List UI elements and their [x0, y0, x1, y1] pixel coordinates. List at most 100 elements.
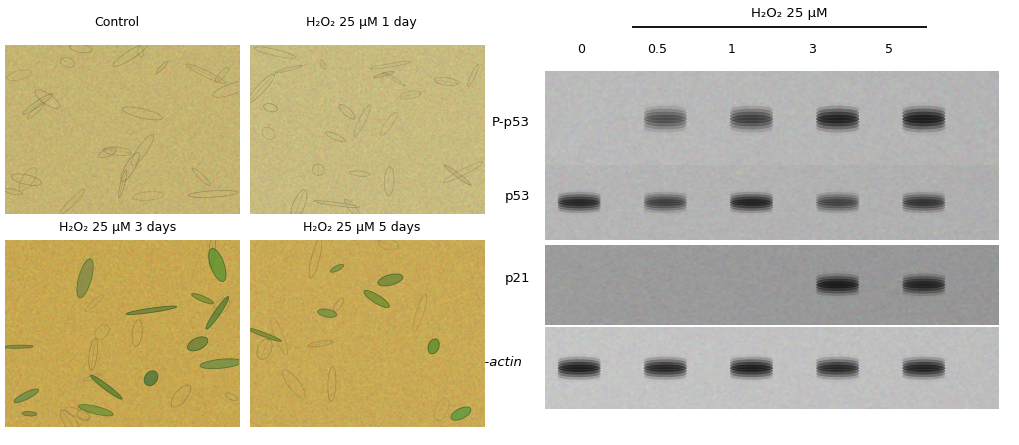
Ellipse shape	[816, 105, 859, 114]
Ellipse shape	[730, 359, 773, 367]
Ellipse shape	[557, 194, 601, 201]
Ellipse shape	[730, 124, 773, 133]
Ellipse shape	[902, 372, 946, 380]
Ellipse shape	[644, 194, 687, 201]
Ellipse shape	[816, 289, 859, 296]
Ellipse shape	[644, 112, 687, 120]
Ellipse shape	[816, 370, 859, 377]
Ellipse shape	[902, 284, 946, 291]
Ellipse shape	[816, 194, 859, 201]
Ellipse shape	[451, 407, 471, 420]
Ellipse shape	[816, 197, 859, 203]
Text: 1: 1	[728, 43, 736, 56]
Ellipse shape	[902, 197, 946, 203]
Ellipse shape	[730, 204, 773, 210]
Ellipse shape	[730, 121, 773, 129]
Ellipse shape	[816, 362, 859, 369]
Ellipse shape	[816, 279, 859, 286]
Ellipse shape	[644, 105, 687, 114]
Ellipse shape	[644, 370, 687, 377]
Ellipse shape	[557, 204, 601, 210]
Ellipse shape	[902, 206, 946, 213]
Text: p53: p53	[504, 190, 530, 203]
Ellipse shape	[557, 356, 601, 364]
Ellipse shape	[428, 339, 439, 354]
Ellipse shape	[816, 204, 859, 210]
Ellipse shape	[902, 370, 946, 377]
Ellipse shape	[730, 197, 773, 203]
Ellipse shape	[91, 375, 122, 399]
Ellipse shape	[126, 306, 176, 315]
Ellipse shape	[730, 115, 773, 123]
Ellipse shape	[902, 118, 946, 126]
Ellipse shape	[644, 109, 687, 117]
Ellipse shape	[816, 356, 859, 364]
Ellipse shape	[816, 121, 859, 129]
Ellipse shape	[330, 264, 343, 272]
Ellipse shape	[644, 197, 687, 203]
Ellipse shape	[200, 359, 243, 368]
Ellipse shape	[644, 362, 687, 369]
Ellipse shape	[816, 372, 859, 380]
Ellipse shape	[557, 359, 601, 367]
Ellipse shape	[644, 204, 687, 210]
Ellipse shape	[14, 389, 39, 403]
Ellipse shape	[902, 276, 946, 283]
Ellipse shape	[902, 279, 946, 286]
Ellipse shape	[902, 199, 946, 206]
Ellipse shape	[78, 405, 113, 416]
Ellipse shape	[902, 367, 946, 375]
Text: H₂O₂ 25 μM 1 day: H₂O₂ 25 μM 1 day	[307, 16, 417, 29]
Ellipse shape	[902, 362, 946, 369]
Text: Control: Control	[95, 16, 140, 29]
Ellipse shape	[557, 197, 601, 203]
Ellipse shape	[902, 356, 946, 364]
Ellipse shape	[816, 199, 859, 206]
Ellipse shape	[22, 412, 37, 416]
Ellipse shape	[816, 192, 859, 198]
Ellipse shape	[816, 284, 859, 291]
Ellipse shape	[644, 121, 687, 129]
Ellipse shape	[816, 109, 859, 117]
Ellipse shape	[816, 364, 859, 372]
Ellipse shape	[730, 367, 773, 375]
Ellipse shape	[816, 281, 859, 288]
Ellipse shape	[557, 199, 601, 206]
Ellipse shape	[816, 359, 859, 367]
Ellipse shape	[902, 281, 946, 288]
Ellipse shape	[187, 337, 208, 351]
Ellipse shape	[644, 199, 687, 206]
Ellipse shape	[378, 274, 403, 286]
Ellipse shape	[902, 121, 946, 129]
Ellipse shape	[730, 105, 773, 114]
Ellipse shape	[730, 194, 773, 201]
Ellipse shape	[557, 206, 601, 213]
Ellipse shape	[644, 192, 687, 198]
Ellipse shape	[557, 372, 601, 380]
Ellipse shape	[902, 364, 946, 372]
Ellipse shape	[902, 274, 946, 281]
Text: 3: 3	[808, 43, 816, 56]
Ellipse shape	[816, 202, 859, 208]
Ellipse shape	[902, 109, 946, 117]
Ellipse shape	[730, 370, 773, 377]
Ellipse shape	[557, 364, 601, 372]
Ellipse shape	[816, 276, 859, 283]
Ellipse shape	[644, 356, 687, 364]
Ellipse shape	[816, 118, 859, 126]
Ellipse shape	[902, 202, 946, 208]
Ellipse shape	[816, 367, 859, 375]
Ellipse shape	[902, 194, 946, 201]
Ellipse shape	[318, 309, 336, 317]
Text: P-p53: P-p53	[492, 116, 530, 129]
Ellipse shape	[902, 115, 946, 123]
Ellipse shape	[644, 364, 687, 372]
Ellipse shape	[644, 118, 687, 126]
Text: 0: 0	[577, 43, 585, 56]
Ellipse shape	[144, 371, 158, 386]
Ellipse shape	[76, 259, 93, 298]
Ellipse shape	[902, 105, 946, 114]
Ellipse shape	[192, 294, 214, 304]
Ellipse shape	[902, 192, 946, 198]
Text: H₂O₂ 25 μM 5 days: H₂O₂ 25 μM 5 days	[303, 221, 421, 234]
